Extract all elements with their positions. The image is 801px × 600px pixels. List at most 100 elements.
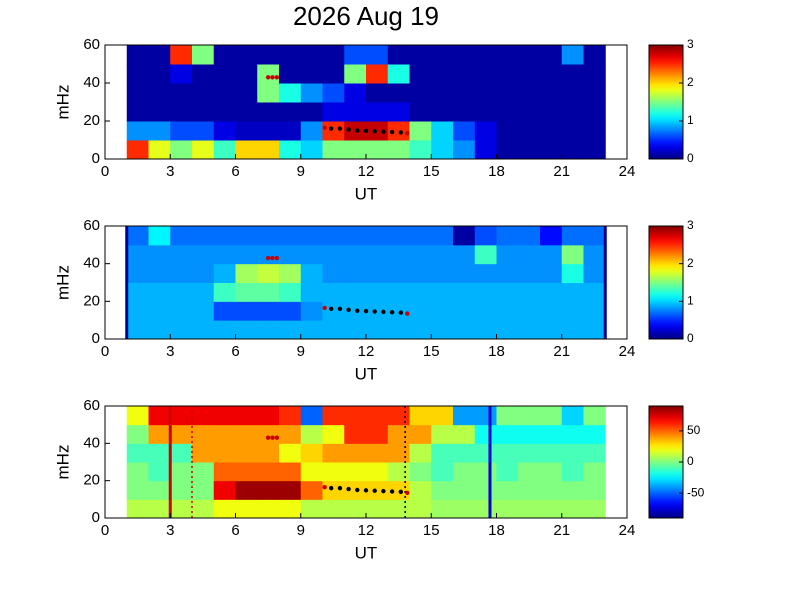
heatmap-cell	[257, 263, 280, 283]
heatmap-cell	[366, 121, 389, 141]
heatmap-cell	[387, 282, 410, 302]
heatmap-cell	[583, 406, 606, 426]
heatmap-cell	[583, 443, 606, 463]
track-marker	[355, 128, 360, 133]
heatmap-cell	[518, 424, 541, 444]
heatmap-cell	[148, 102, 171, 122]
x-tick-label: 6	[231, 343, 239, 360]
track-marker	[346, 127, 351, 132]
heatmap-cell	[235, 424, 258, 444]
x-tick-label: 9	[297, 522, 305, 539]
heatmap-cell	[474, 320, 497, 340]
heatmap-cell	[474, 301, 497, 321]
track-marker	[372, 309, 377, 314]
x-tick-label: 0	[101, 522, 109, 539]
heatmap-cell	[409, 64, 432, 84]
heatmap-cell	[322, 83, 345, 103]
heatmap-cell	[474, 480, 497, 500]
x-tick-label: 15	[423, 522, 440, 539]
heatmap-cell	[496, 406, 519, 426]
heatmap-cell	[192, 64, 215, 84]
heatmap-cell	[540, 244, 563, 265]
heatmap-cell	[300, 45, 323, 65]
track-marker	[265, 75, 271, 80]
heatmap-cell	[496, 424, 519, 444]
heatmap-cell	[387, 244, 410, 265]
colorbar-tick-label: 3	[687, 218, 694, 232]
track-marker	[270, 255, 275, 261]
track-marker	[346, 486, 351, 492]
heatmap-cell	[235, 480, 258, 500]
heatmap-cell	[453, 140, 476, 160]
track-marker	[322, 305, 327, 311]
heatmap-cell	[453, 499, 476, 519]
heatmap-cell	[235, 282, 258, 302]
track-marker	[363, 488, 369, 493]
track-marker	[329, 126, 334, 131]
heatmap-cell	[431, 320, 454, 340]
colorbar-tick-label: 0	[687, 151, 694, 165]
heatmap-cell	[583, 263, 606, 283]
heatmap-cell	[453, 320, 476, 340]
heatmap-cell	[518, 301, 541, 321]
heatmap-cell	[300, 263, 323, 283]
heatmap-cell	[561, 45, 584, 65]
x-tick-label: 6	[231, 163, 239, 180]
colorbar-tick-label: 3	[687, 37, 694, 51]
heatmap-cell	[300, 424, 323, 444]
heatmap-cell	[148, 424, 171, 444]
heatmap-cell	[496, 462, 519, 482]
heatmap-cell	[561, 499, 584, 519]
heatmap-cell	[518, 244, 541, 265]
heatmap-cell	[279, 45, 302, 65]
heatmap-cell	[192, 462, 215, 482]
heatmap-cell	[344, 45, 367, 65]
heatmap-cell	[453, 462, 476, 482]
track-marker	[337, 126, 343, 131]
heatmap-cell	[279, 406, 302, 426]
heatmap-cell	[257, 64, 280, 84]
heatmap-cell	[235, 64, 258, 84]
track-marker	[329, 485, 334, 491]
heatmap-cell	[192, 140, 215, 160]
heatmap-cell	[170, 424, 193, 444]
heatmap-cell	[148, 263, 171, 283]
heatmap-cell	[344, 140, 367, 160]
heatmap-cell	[409, 406, 432, 426]
heatmap-cell	[279, 226, 302, 246]
heatmap-cell	[170, 406, 193, 426]
heatmap-cell	[561, 282, 584, 302]
heatmap-cell	[387, 64, 410, 84]
heatmap-cell	[366, 244, 389, 265]
heatmap-cell	[583, 102, 606, 122]
heatmap-cell	[474, 443, 497, 463]
x-tick-label: 18	[488, 343, 505, 360]
heatmap-cell	[126, 102, 149, 122]
x-tick-label: 0	[101, 163, 109, 180]
heatmap-cell	[148, 226, 171, 246]
heatmap-cell	[453, 226, 476, 246]
heatmap-cell	[148, 64, 171, 84]
heatmap-cell	[148, 320, 171, 340]
heatmap-cell	[409, 282, 432, 302]
heatmap-cell	[300, 301, 323, 321]
heatmap-cell	[126, 140, 149, 160]
heatmap-cell	[170, 45, 193, 65]
heatmap-cell	[474, 244, 497, 265]
heatmap-cell	[322, 282, 345, 302]
heatmap-cell	[170, 301, 193, 321]
heatmap-cell	[561, 462, 584, 482]
heatmap-cell	[518, 406, 541, 426]
heatmap-cell	[431, 480, 454, 500]
x-tick-label: 3	[166, 343, 174, 360]
x-tick-label: 0	[101, 343, 109, 360]
heatmap-cell	[235, 102, 258, 122]
heatmap-cell	[474, 226, 497, 246]
x-tick-label: 21	[553, 343, 570, 360]
track-marker	[322, 125, 327, 130]
heatmap-cell	[518, 226, 541, 246]
heatmap-cell	[431, 121, 454, 141]
heatmap-cell	[126, 121, 149, 141]
heatmap-cell	[235, 499, 258, 519]
